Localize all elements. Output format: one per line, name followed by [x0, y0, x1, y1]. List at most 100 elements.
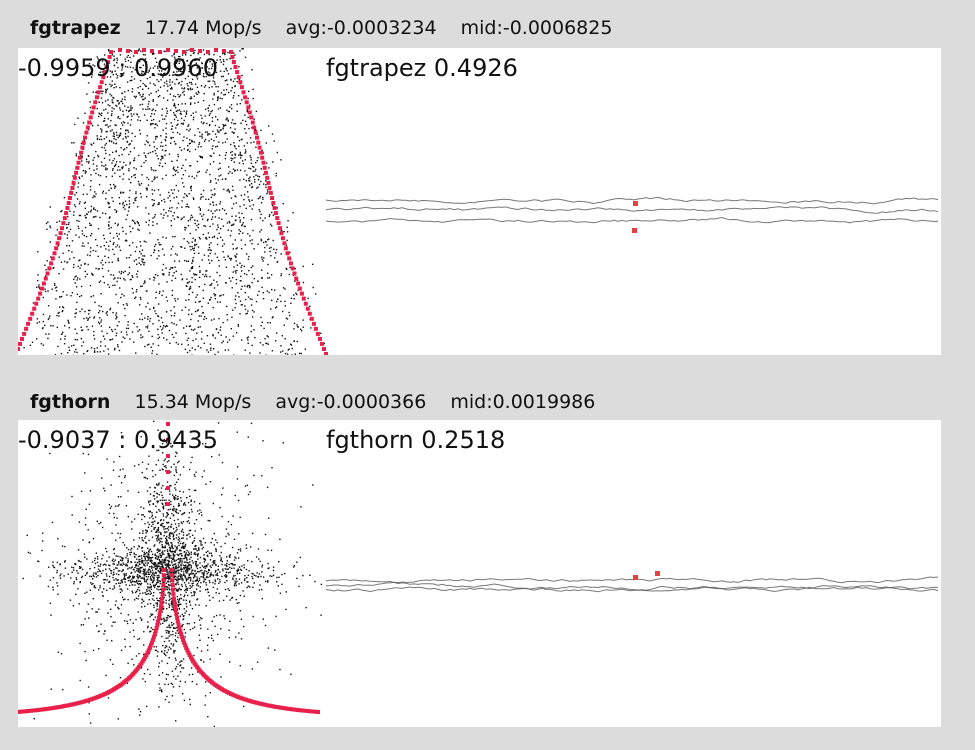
scatter-point	[251, 239, 253, 241]
scatter-point	[201, 218, 204, 220]
scatter-point	[234, 270, 236, 272]
curve-point	[261, 160, 266, 165]
scatter-point	[84, 276, 87, 278]
scatter-point	[268, 125, 270, 127]
scatter-point	[138, 586, 140, 589]
scatter-point	[190, 553, 192, 555]
scatter-point	[213, 94, 215, 96]
scatter-point	[154, 565, 156, 567]
scatter-point	[108, 249, 110, 251]
scatter-point	[79, 214, 82, 217]
curve-point	[47, 266, 52, 271]
scatter-point	[260, 168, 262, 170]
scatter-point	[89, 224, 91, 227]
scatter-point	[135, 590, 138, 593]
scatter-point	[218, 154, 221, 156]
scatter-point	[184, 247, 186, 249]
scatter-point	[251, 572, 253, 575]
scatter-point	[119, 203, 121, 205]
scatter-point	[149, 308, 151, 310]
scatter-point	[238, 78, 240, 81]
scatter-point	[165, 441, 168, 444]
scatter-point	[127, 89, 129, 92]
scatter-point	[88, 541, 91, 543]
scatter-point	[172, 235, 174, 238]
scatter-point	[247, 493, 250, 496]
scatter-point	[161, 321, 164, 324]
scatter-point	[174, 170, 177, 172]
scatter-point	[219, 201, 222, 203]
scatter-point	[112, 160, 114, 162]
scatter-point	[120, 649, 123, 652]
scatter-point	[291, 347, 293, 350]
curve-point	[292, 271, 297, 276]
scatter-point	[250, 162, 253, 164]
scatter-point	[152, 523, 154, 525]
scatter-point	[290, 297, 293, 299]
scatter-point	[116, 59, 119, 61]
scatter-point	[178, 523, 180, 525]
scatter-point	[59, 296, 61, 298]
scatter-point	[214, 68, 216, 71]
scatter-point	[164, 650, 166, 652]
scatter-point	[105, 89, 108, 92]
scatter-point	[241, 212, 243, 215]
scatter-point	[276, 151, 278, 154]
scatter-point	[234, 153, 236, 155]
scatter-point	[83, 234, 85, 237]
scatter-point	[251, 199, 253, 201]
scatter-point	[169, 81, 171, 83]
scatter-point	[157, 73, 160, 75]
scatter-point	[194, 49, 196, 52]
scatter-point	[80, 490, 83, 493]
scatter-point	[183, 595, 185, 598]
scatter-point	[71, 292, 74, 294]
scatter-point	[267, 191, 269, 193]
scatter-point	[163, 50, 165, 52]
scatter-point	[188, 49, 190, 51]
scatter-point	[236, 253, 238, 255]
scatter-point	[196, 332, 198, 334]
scatter-point	[193, 553, 195, 555]
curve-point	[311, 321, 316, 326]
curve-point	[65, 206, 70, 210]
scatter-point	[194, 580, 196, 582]
scatter-point	[246, 253, 248, 255]
scatter-point	[231, 277, 234, 279]
scatter-point	[115, 555, 117, 557]
scatter-point	[259, 560, 261, 563]
scatter-point	[203, 574, 205, 576]
scatter-point	[192, 577, 195, 579]
scatter-point	[175, 589, 178, 591]
scatter-point	[229, 661, 231, 663]
scatter-point	[152, 475, 154, 478]
scatter-point	[96, 520, 98, 522]
scatter-point	[168, 271, 170, 274]
scatter-point	[205, 565, 207, 567]
scatter-point	[101, 146, 103, 149]
scatter-point	[206, 61, 208, 63]
scatter-point	[127, 614, 130, 616]
scatter-point	[207, 302, 209, 304]
scatter-point	[214, 297, 216, 300]
scatter-point	[202, 99, 205, 102]
scatter-point	[175, 143, 177, 145]
scatter-point	[92, 216, 95, 218]
scatter-point	[193, 591, 195, 593]
scatter-point	[166, 662, 169, 665]
scatter-point	[195, 572, 198, 574]
scatter-point	[155, 312, 157, 315]
scatter-point	[184, 594, 186, 596]
scatter-point	[174, 572, 176, 574]
scatter-point	[270, 549, 273, 552]
scatter-point	[198, 301, 200, 303]
scatter-point	[105, 176, 107, 178]
scatter-point	[165, 585, 167, 588]
scatter-point	[205, 582, 207, 584]
scatter-point	[99, 175, 102, 177]
scatter-point	[259, 352, 261, 354]
scatter-point	[140, 334, 142, 336]
scatter-point	[233, 91, 236, 94]
scatter-point	[158, 319, 160, 322]
scatter-point	[262, 198, 264, 200]
